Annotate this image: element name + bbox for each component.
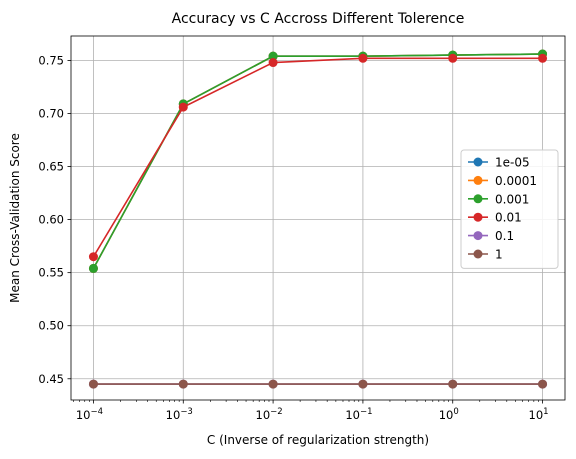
series-line: [92, 57, 543, 258]
data-point: [88, 263, 98, 273]
y-tick-label: 0.60: [38, 213, 64, 227]
y-tick-label: 0.65: [38, 160, 64, 174]
series-4: [88, 53, 548, 262]
x-tick-label: 101: [529, 407, 549, 422]
data-point: [358, 379, 368, 389]
legend-label: 1e-05: [495, 156, 530, 170]
x-tick-label: 10−1: [345, 407, 372, 422]
data-point: [538, 379, 548, 389]
y-axis-label: Mean Cross-Validation Score: [8, 133, 22, 303]
legend-entry: 1: [468, 248, 503, 262]
x-tick-label: 10−2: [256, 407, 283, 422]
legend-marker: [473, 194, 483, 204]
legend-entry: 0.01: [468, 211, 522, 225]
legend: 1e-05 0.0001 0.001 0.01 0.1 1: [460, 149, 559, 269]
data-point: [268, 51, 278, 61]
y-tick-label: 0.50: [38, 319, 64, 333]
y-tick-label: 0.75: [38, 53, 64, 67]
legend-marker: [473, 231, 483, 241]
data-point: [178, 102, 188, 112]
data-point: [88, 252, 98, 262]
legend-label: 1: [495, 248, 503, 262]
legend-label: 0.01: [495, 211, 522, 225]
x-axis: 10−4 10−3 10−2 10−1 100 101: [73, 400, 549, 422]
legend-entry: 1e-05: [468, 156, 530, 170]
legend-marker: [473, 249, 483, 259]
plot-frame: [70, 35, 566, 401]
data-point: [358, 53, 368, 63]
legend-marker: [473, 175, 483, 185]
legend-label: 0.0001: [495, 174, 537, 188]
legend-entry: 0.001: [468, 192, 529, 206]
series-layer: [88, 49, 548, 389]
x-tick-label: 10−3: [166, 407, 193, 422]
legend-label: 0.001: [495, 192, 529, 206]
data-point: [268, 379, 278, 389]
legend-marker: [473, 157, 483, 167]
data-point: [448, 53, 458, 63]
x-axis-label: C (Inverse of regularization strength): [207, 433, 429, 447]
chart-title: Accuracy vs C Accross Different Tolerenc…: [172, 11, 465, 27]
y-tick-label: 0.70: [38, 106, 64, 120]
data-point: [538, 53, 548, 63]
series-6: [88, 379, 548, 389]
legend-label: 0.1: [495, 229, 514, 243]
data-point: [448, 379, 458, 389]
x-tick-label: 100: [439, 407, 459, 422]
x-tick-label: 10−4: [76, 407, 103, 422]
legend-entry: 0.0001: [468, 174, 537, 188]
y-axis: 0.45 0.50 0.55 0.60 0.65 0.70 0.75: [38, 53, 71, 386]
y-tick-label: 0.45: [38, 372, 64, 386]
data-point: [88, 379, 98, 389]
legend-marker: [473, 212, 483, 222]
legend-entry: 0.1: [468, 229, 514, 243]
data-point: [268, 58, 278, 68]
y-tick-label: 0.55: [38, 266, 64, 280]
data-point: [178, 379, 188, 389]
